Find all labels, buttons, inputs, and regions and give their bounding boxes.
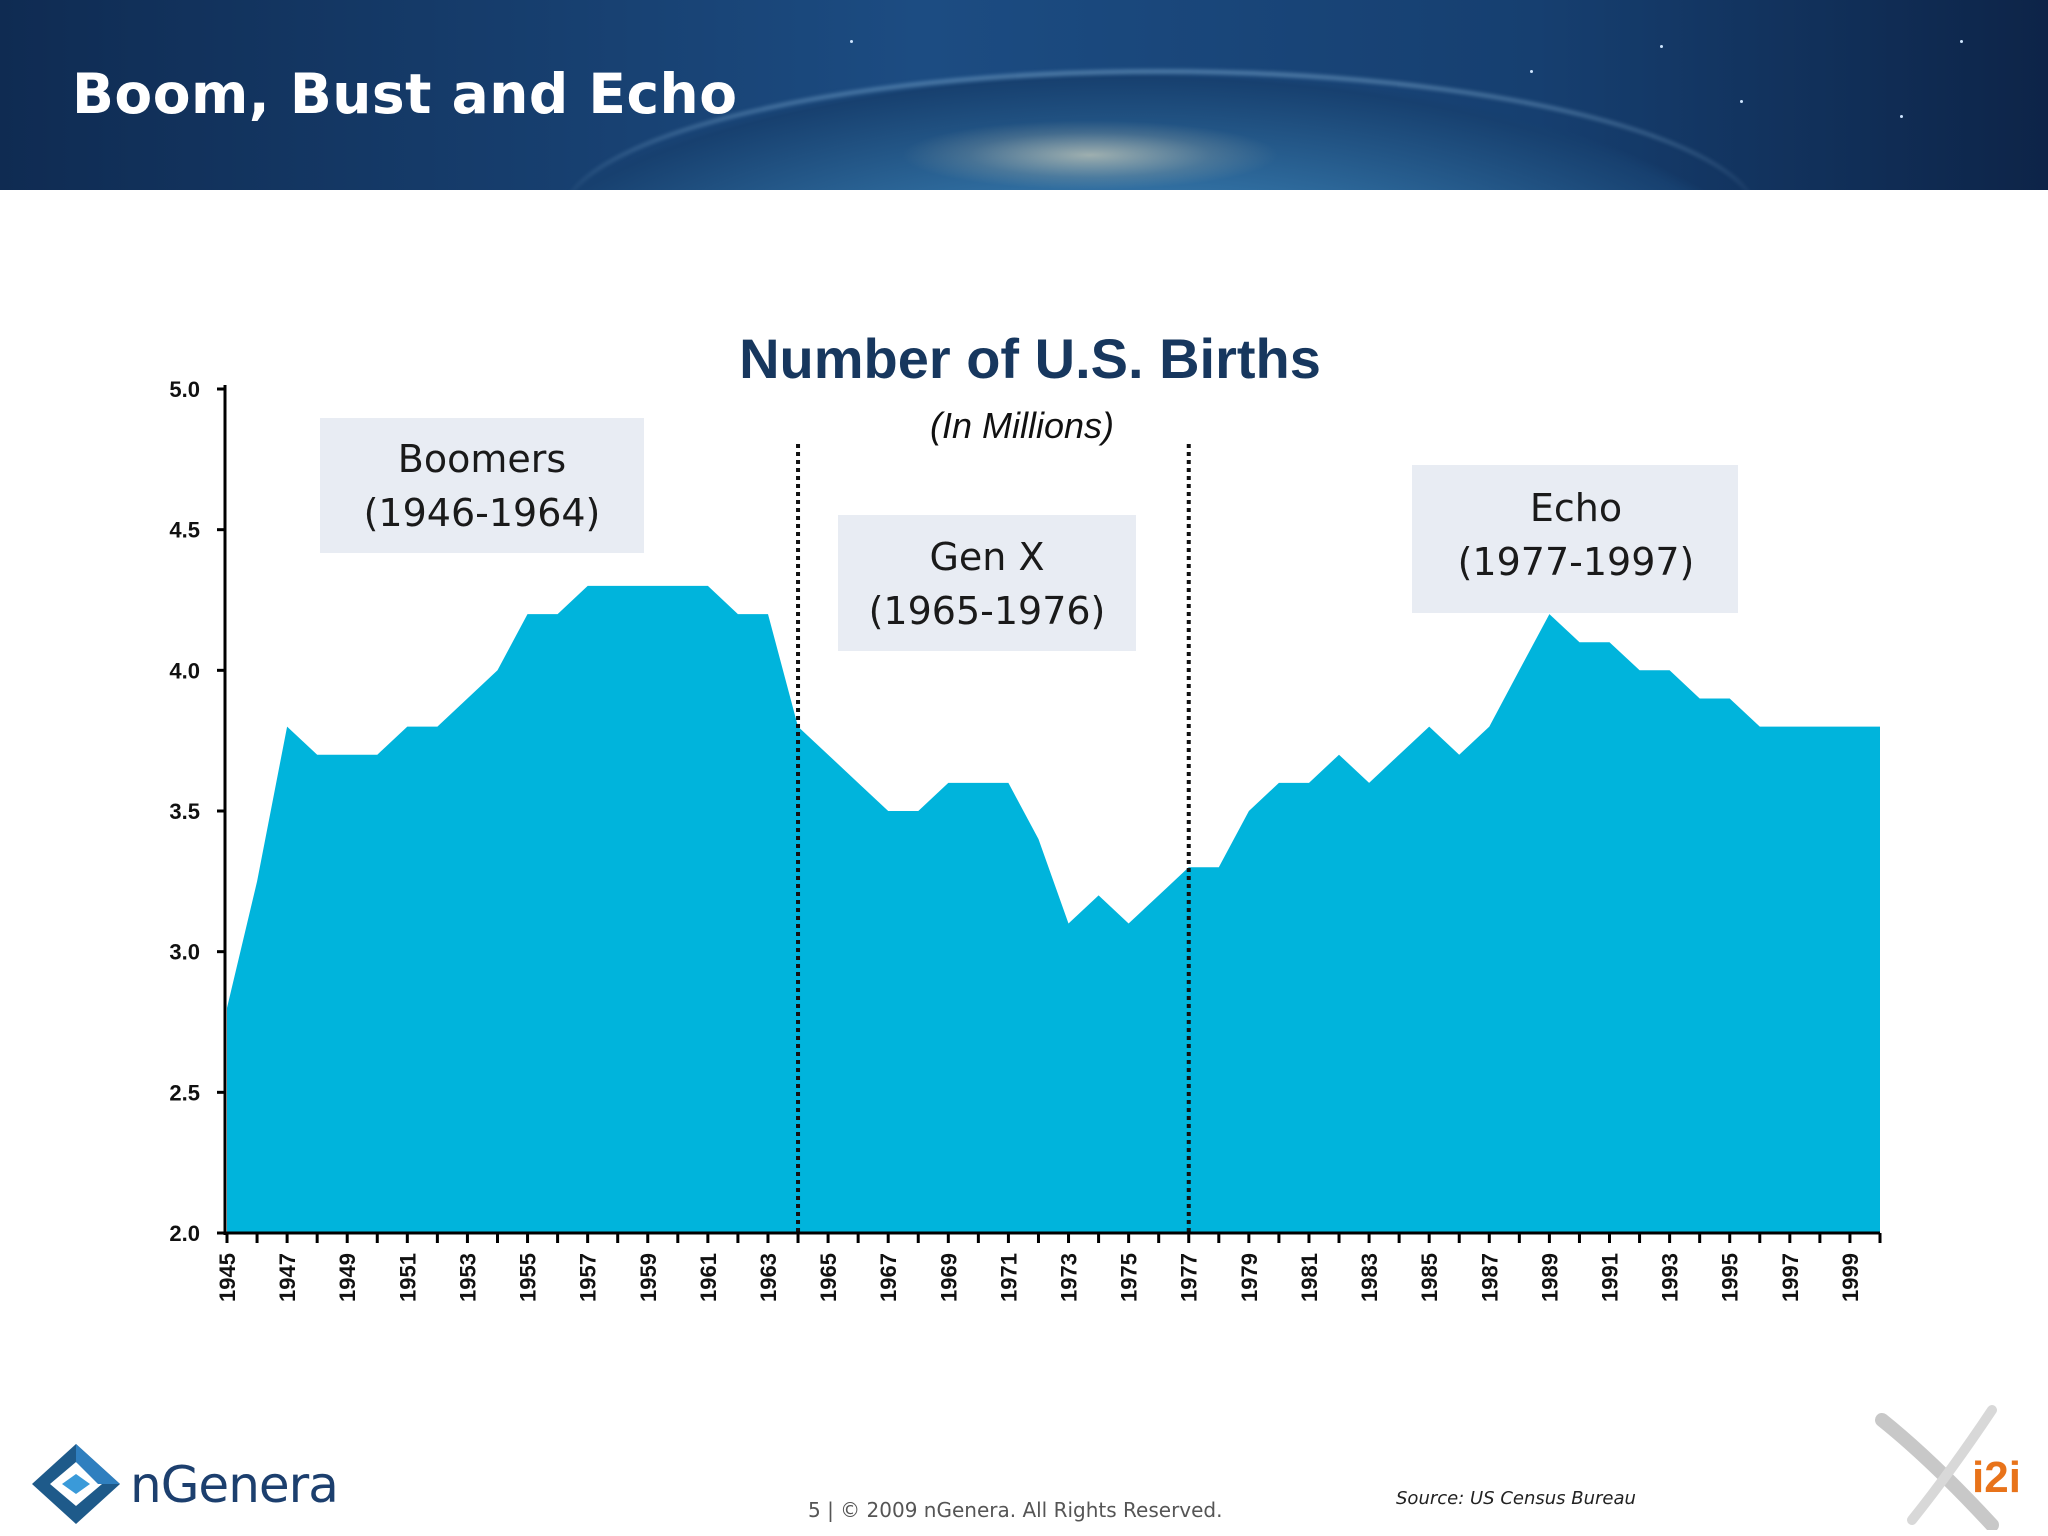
genx-years: (1965-1976) xyxy=(869,589,1106,633)
x-tick-label: 1987 xyxy=(1477,1253,1502,1302)
copyright-text: 5 | © 2009 nGenera. All Rights Reserved. xyxy=(808,1498,1223,1522)
x-tick-label: 1983 xyxy=(1357,1253,1382,1302)
x-tick-label: 1993 xyxy=(1658,1253,1683,1302)
y-tick-label: 2.5 xyxy=(169,1080,200,1105)
x-tick-label: 1971 xyxy=(996,1253,1021,1302)
x-tick-label: 1951 xyxy=(395,1253,420,1302)
ngenera-logo-icon xyxy=(32,1444,120,1524)
x-tick-label: 1947 xyxy=(275,1253,300,1302)
header-banner: Boom, Bust and Echo xyxy=(0,0,2048,190)
star xyxy=(1660,45,1663,48)
source-text: Source: US Census Bureau xyxy=(1396,1488,1636,1509)
boomers-label: Boomers xyxy=(398,437,566,481)
genx-label: Gen X xyxy=(929,535,1044,579)
x-tick-label: 1975 xyxy=(1117,1253,1142,1302)
x-tick-label: 1953 xyxy=(455,1253,480,1302)
star xyxy=(850,40,853,43)
city-lights xyxy=(900,120,1280,190)
y-tick-label: 4.0 xyxy=(169,658,200,683)
y-tick-label: 3.0 xyxy=(169,940,200,965)
x-tick-label: 1949 xyxy=(335,1253,360,1302)
star xyxy=(1900,115,1903,118)
boomers-annotation: Boomers (1946-1964) xyxy=(320,418,644,553)
echo-years: (1977-1997) xyxy=(1458,540,1695,584)
x-tick-label: 1995 xyxy=(1718,1253,1743,1302)
y-tick-label: 3.5 xyxy=(169,799,200,824)
echo-annotation: Echo (1977-1997) xyxy=(1412,465,1738,613)
slide-title: Boom, Bust and Echo xyxy=(72,62,738,126)
x-tick-label: 1961 xyxy=(696,1253,721,1302)
births-area xyxy=(227,585,1880,1233)
earth-horizon xyxy=(560,70,1760,190)
star xyxy=(1530,70,1533,73)
x-tick-label: 1959 xyxy=(636,1253,661,1302)
x-tick-label: 1985 xyxy=(1417,1253,1442,1302)
x-tick-label: 1963 xyxy=(756,1253,781,1302)
echo-label: Echo xyxy=(1530,486,1622,530)
star xyxy=(1740,100,1743,103)
x-tick-label: 1967 xyxy=(876,1253,901,1302)
x-tick-label: 1981 xyxy=(1297,1253,1322,1302)
i2i-logo-icon: i2i xyxy=(1875,1405,2021,1530)
x-tick-label: 1999 xyxy=(1838,1253,1863,1302)
x-tick-label: 1957 xyxy=(576,1253,601,1302)
x-tick-label: 1955 xyxy=(516,1253,541,1302)
x-tick-label: 1965 xyxy=(816,1253,841,1302)
x-tick-label: 1945 xyxy=(215,1253,240,1302)
i2i-text: i2i xyxy=(1972,1453,2021,1502)
y-tick-label: 5.0 xyxy=(169,377,200,402)
x-tick-label: 1973 xyxy=(1057,1253,1082,1302)
x-tick-label: 1991 xyxy=(1598,1253,1623,1302)
x-tick-label: 1969 xyxy=(936,1253,961,1302)
boomers-years: (1946-1964) xyxy=(364,491,601,535)
genx-annotation: Gen X (1965-1976) xyxy=(838,515,1136,651)
y-tick-label: 4.5 xyxy=(169,518,200,543)
x-tick-label: 1977 xyxy=(1177,1253,1202,1302)
y-tick-label: 2.0 xyxy=(169,1221,200,1246)
star xyxy=(1960,40,1963,43)
ngenera-brand: nGenera xyxy=(130,1456,339,1514)
chart-title: Number of U.S. Births xyxy=(739,327,1321,390)
x-tick-label: 1979 xyxy=(1237,1253,1262,1302)
chart-subtitle: (In Millions) xyxy=(930,405,1114,446)
x-tick-label: 1989 xyxy=(1537,1253,1562,1302)
x-tick-label: 1997 xyxy=(1778,1253,1803,1302)
